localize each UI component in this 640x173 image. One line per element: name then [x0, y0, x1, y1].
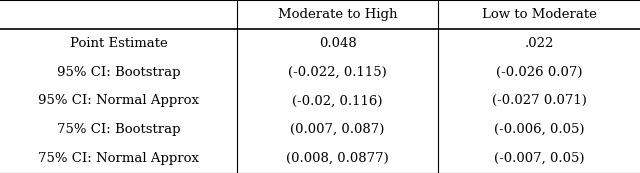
Text: (0.007, 0.087): (0.007, 0.087) — [291, 123, 385, 136]
Text: 95% CI: Normal Approx: 95% CI: Normal Approx — [38, 94, 199, 107]
Text: 95% CI: Bootstrap: 95% CI: Bootstrap — [57, 66, 180, 79]
Text: (-0.007, 0.05): (-0.007, 0.05) — [494, 152, 584, 165]
Text: Moderate to High: Moderate to High — [278, 8, 397, 21]
Text: 75% CI: Bootstrap: 75% CI: Bootstrap — [57, 123, 180, 136]
Text: (-0.027 0.071): (-0.027 0.071) — [492, 94, 587, 107]
Text: (-0.02, 0.116): (-0.02, 0.116) — [292, 94, 383, 107]
Text: Low to Moderate: Low to Moderate — [482, 8, 596, 21]
Text: 0.048: 0.048 — [319, 37, 356, 50]
Text: (-0.006, 0.05): (-0.006, 0.05) — [494, 123, 584, 136]
Text: Point Estimate: Point Estimate — [70, 37, 167, 50]
Text: 75% CI: Normal Approx: 75% CI: Normal Approx — [38, 152, 199, 165]
Text: .022: .022 — [525, 37, 554, 50]
Text: (0.008, 0.0877): (0.008, 0.0877) — [286, 152, 389, 165]
Text: (-0.026 0.07): (-0.026 0.07) — [496, 66, 582, 79]
Text: (-0.022, 0.115): (-0.022, 0.115) — [288, 66, 387, 79]
